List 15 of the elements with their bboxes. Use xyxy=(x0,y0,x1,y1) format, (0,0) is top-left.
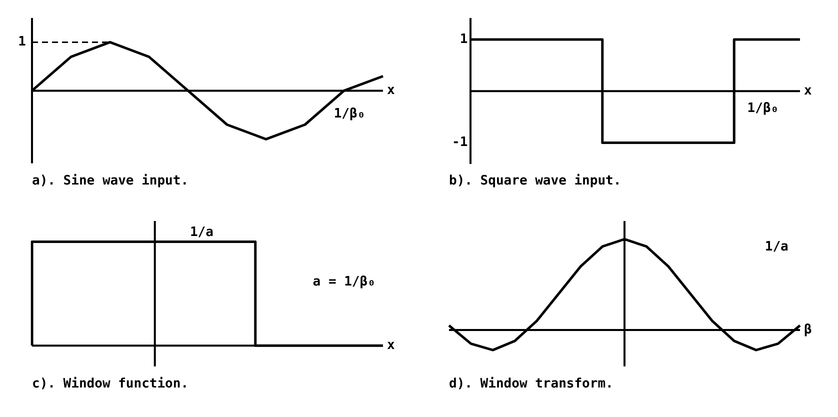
x-axis-title: β xyxy=(804,322,812,338)
text: c). Window function. xyxy=(32,376,189,392)
text: 1/a xyxy=(190,225,214,240)
annotation: 1/β₀ xyxy=(747,100,779,116)
x-axis-title: x xyxy=(387,83,395,98)
ref-line-label: 1 xyxy=(18,34,26,50)
y-tick-label: -1 xyxy=(452,135,468,150)
x-axis-title: x xyxy=(387,338,395,354)
text: d). Window transform. xyxy=(449,376,614,392)
x-axis-title: x xyxy=(804,83,812,98)
annotation: 1/β₀ xyxy=(334,106,366,122)
text: b). Square wave input. xyxy=(449,174,622,189)
text: a). Sine wave input. xyxy=(32,174,189,189)
annotation: 1/a xyxy=(764,240,789,255)
annotation: a = 1/β₀ xyxy=(312,274,376,290)
